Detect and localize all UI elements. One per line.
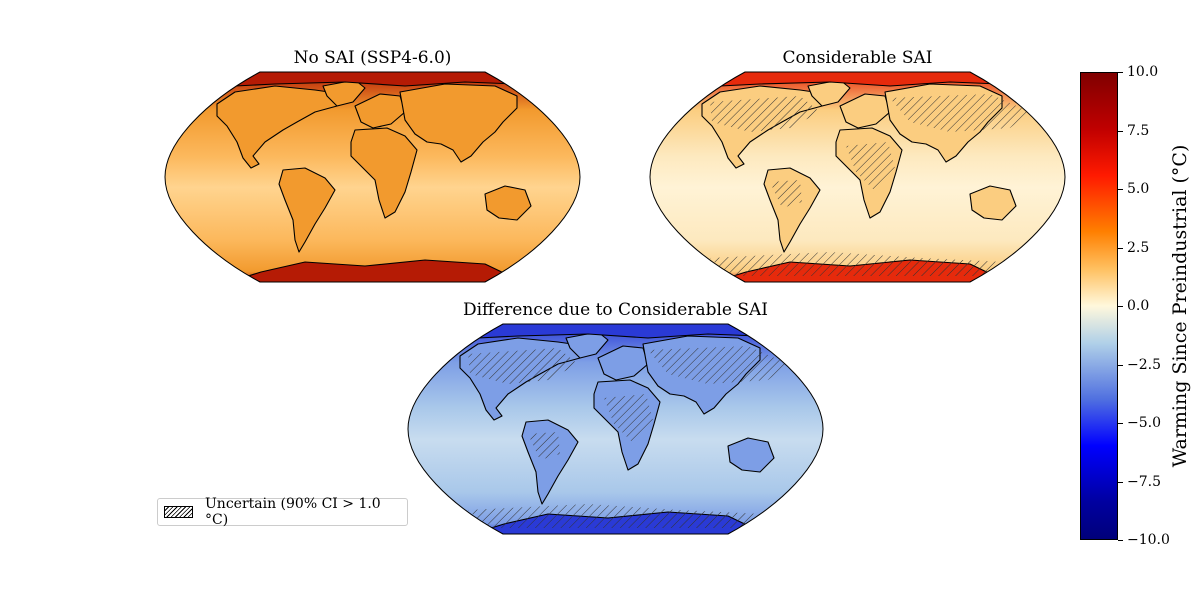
- colorbar-tick-label: 0.0: [1127, 298, 1150, 314]
- colorbar-tick-label: −2.5: [1127, 356, 1161, 373]
- map-outline: [649, 71, 1066, 283]
- continent-north-america: [216, 85, 344, 169]
- continent-africa: [350, 127, 418, 219]
- uncertain-hatch: [890, 94, 1030, 132]
- continent-asia: [399, 83, 518, 163]
- colorbar-tick-label: 7.5: [1127, 122, 1150, 139]
- legend-label: Uncertain (90% CI > 1.0 °C): [205, 496, 381, 528]
- continent-australia: [484, 185, 532, 221]
- colorbar-title: Warming Since Preindustrial (°C): [1169, 144, 1191, 468]
- map-title-difference: Difference due to Considerable SAI: [462, 300, 769, 320]
- colorbar-tick: [1118, 540, 1123, 541]
- map-title-considerable-sai: Considerable SAI: [782, 48, 933, 68]
- continent-australia: [727, 437, 775, 473]
- colorbar-tick: [1118, 130, 1123, 132]
- map-title-no-sai: No SAI (SSP4-6.0): [293, 48, 452, 68]
- continent-australia: [969, 185, 1017, 221]
- colorbar-tick: [1118, 189, 1123, 190]
- uncertain-hatch: [846, 142, 896, 192]
- colorbar-tick-label: −10.0: [1127, 532, 1170, 548]
- uncertainty-legend: Uncertain (90% CI > 1.0 °C): [157, 496, 408, 528]
- colorbar-gradient: [1080, 72, 1118, 540]
- map-difference: [407, 323, 824, 535]
- continent-europe: [839, 93, 891, 129]
- colorbar-tick: [1118, 306, 1123, 307]
- map-outline: [407, 323, 824, 535]
- colorbar-tick: [1118, 364, 1123, 366]
- colorbar-tick: [1118, 481, 1123, 483]
- colorbar-tick-label: 5.0: [1127, 181, 1150, 197]
- map-outline: [164, 71, 581, 283]
- uncertain-hatch: [528, 432, 560, 460]
- colorbar-tick-label: −5.0: [1127, 415, 1161, 431]
- colorbar: [1080, 72, 1118, 540]
- continent-europe: [597, 345, 649, 381]
- uncertain-hatch: [468, 348, 578, 384]
- map-no-sai: [164, 71, 581, 283]
- continent-south-america: [278, 167, 336, 253]
- colorbar-tick: [1118, 247, 1123, 249]
- colorbar-tick-label: 2.5: [1127, 239, 1150, 256]
- colorbar-tick: [1118, 72, 1123, 73]
- uncertain-hatch: [710, 252, 1005, 276]
- uncertain-hatch: [468, 504, 763, 528]
- uncertain-hatch: [770, 180, 802, 208]
- continent-europe: [354, 93, 406, 129]
- hatch-swatch-icon: [164, 506, 193, 518]
- colorbar-tick-label: −7.5: [1127, 473, 1161, 490]
- map-considerable-sai: [649, 71, 1066, 283]
- colorbar-tick: [1118, 423, 1123, 424]
- uncertain-hatch: [648, 346, 788, 384]
- uncertain-hatch: [710, 96, 820, 132]
- uncertain-hatch: [604, 394, 654, 444]
- colorbar-tick-label: 10.0: [1127, 64, 1159, 80]
